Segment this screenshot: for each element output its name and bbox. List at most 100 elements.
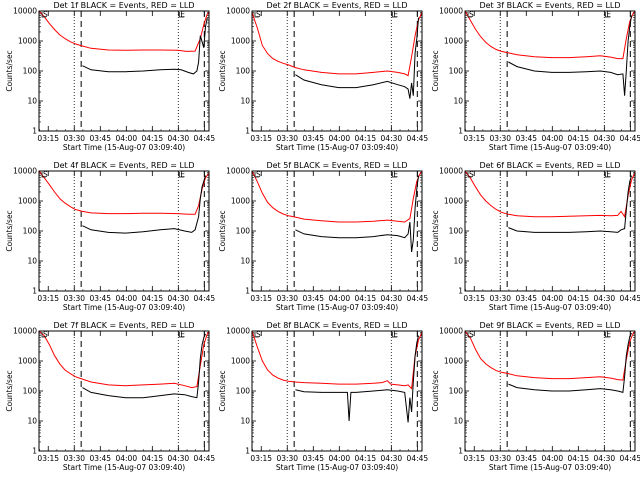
panel-title: Det 4f BLACK = Events, RED = LLD xyxy=(53,161,194,170)
y-tick-label: 1000 xyxy=(231,197,250,206)
events-series-line xyxy=(295,335,419,423)
x-axis-label: Start Time (15-Aug-07 03:09:40) xyxy=(489,463,611,472)
x-tick-label: 04:15 xyxy=(568,454,590,463)
end-corner-mark xyxy=(391,12,398,18)
x-tick-label: 04:00 xyxy=(115,134,137,143)
plot-frame xyxy=(464,170,636,292)
y-tick-label: 1000 xyxy=(444,357,463,366)
x-tick-label: 03:15 xyxy=(250,294,272,303)
detector-panel-6: Det 6f BLACK = Events, RED = LLD Counts/s… xyxy=(431,161,640,312)
x-tick-label: 04:00 xyxy=(541,454,563,463)
lld-series-line xyxy=(465,11,635,60)
y-tick-label: 100 xyxy=(236,227,251,236)
x-tick-label: 03:45 xyxy=(302,294,324,303)
x-tick-label: 04:45 xyxy=(194,454,216,463)
y-tick-label: 1 xyxy=(32,447,37,456)
x-tick-label: 04:30 xyxy=(381,134,403,143)
y-tick-label: 1000 xyxy=(18,197,37,206)
y-tick-label: 100 xyxy=(23,387,38,396)
x-tick-label: 04:15 xyxy=(142,454,164,463)
lld-series-line xyxy=(252,12,422,77)
x-tick-label: 04:30 xyxy=(168,454,190,463)
x-tick-label: 04:00 xyxy=(328,134,350,143)
y-tick-label: 10 xyxy=(27,257,37,266)
x-tick-label: 04:45 xyxy=(407,454,429,463)
lld-series-line xyxy=(465,331,635,381)
y-axis-label: Counts/sec xyxy=(431,50,440,91)
x-tick-label: 03:45 xyxy=(89,294,111,303)
plot-frame xyxy=(251,330,423,452)
x-tick-label: 03:45 xyxy=(89,134,111,143)
detector-panel-1: Det 1f BLACK = Events, RED = LLD Counts/s… xyxy=(5,1,215,152)
y-tick-label: 10 xyxy=(453,97,463,106)
y-tick-label: 1 xyxy=(458,287,463,296)
end-mark-label: E xyxy=(393,10,398,19)
lld-series-line xyxy=(252,171,422,223)
y-tick-label: 10 xyxy=(27,97,37,106)
start-corner-mark xyxy=(254,172,259,178)
x-tick-label: 03:30 xyxy=(489,134,511,143)
x-tick-label: 03:15 xyxy=(37,134,59,143)
events-series-line xyxy=(295,17,419,99)
x-tick-label: 04:00 xyxy=(328,294,350,303)
y-tick-label: 100 xyxy=(236,387,251,396)
x-tick-label: 04:30 xyxy=(381,454,403,463)
x-tick-label: 04:15 xyxy=(355,134,377,143)
end-corner-mark xyxy=(391,332,398,338)
x-tick-label: 03:15 xyxy=(250,454,272,463)
x-tick-label: 04:15 xyxy=(142,134,164,143)
start-mark-label: S xyxy=(256,330,261,339)
end-mark-label: E xyxy=(393,170,398,179)
start-corner-mark xyxy=(467,172,472,178)
panel-title: Det 3f BLACK = Events, RED = LLD xyxy=(479,1,620,10)
x-tick-label: 04:00 xyxy=(541,294,563,303)
y-axis-label: Counts/sec xyxy=(5,210,14,251)
y-tick-label: 1 xyxy=(245,127,250,136)
x-tick-label: 03:30 xyxy=(276,454,298,463)
y-axis-label: Counts/sec xyxy=(431,370,440,411)
x-tick-label: 03:45 xyxy=(515,454,537,463)
start-mark-label: S xyxy=(256,10,261,19)
y-tick-label: 1000 xyxy=(444,197,463,206)
events-series-line xyxy=(82,17,208,75)
y-tick-label: 10000 xyxy=(13,167,37,176)
y-tick-label: 100 xyxy=(236,67,251,76)
y-tick-label: 100 xyxy=(23,67,38,76)
x-tick-label: 04:00 xyxy=(328,454,350,463)
x-tick-label: 03:15 xyxy=(463,134,485,143)
end-corner-mark xyxy=(604,172,611,178)
x-tick-label: 04:30 xyxy=(168,134,190,143)
x-tick-label: 04:00 xyxy=(541,134,563,143)
x-tick-label: 03:15 xyxy=(463,294,485,303)
y-tick-label: 1000 xyxy=(231,37,250,46)
detector-panel-3: Det 3f BLACK = Events, RED = LLD Counts/s… xyxy=(431,1,640,152)
y-tick-label: 10 xyxy=(240,417,250,426)
start-mark-label: S xyxy=(43,10,48,19)
y-axis-label: Counts/sec xyxy=(5,50,14,91)
detector-panel-8: Det 8f BLACK = Events, RED = LLD Counts/s… xyxy=(218,321,428,472)
x-tick-label: 03:30 xyxy=(63,294,85,303)
y-tick-label: 10000 xyxy=(439,327,463,336)
detector-panel-7: Det 7f BLACK = Events, RED = LLD Counts/s… xyxy=(5,321,215,472)
x-tick-label: 04:30 xyxy=(594,294,616,303)
y-tick-label: 10000 xyxy=(226,327,250,336)
x-tick-label: 04:00 xyxy=(115,294,137,303)
x-tick-label: 03:15 xyxy=(250,134,272,143)
events-series-line xyxy=(508,332,632,394)
y-tick-label: 10 xyxy=(453,417,463,426)
lld-series-line xyxy=(39,11,209,52)
y-tick-label: 1 xyxy=(245,447,250,456)
y-tick-label: 100 xyxy=(23,227,38,236)
plot-frame xyxy=(38,330,210,452)
x-tick-label: 04:30 xyxy=(594,134,616,143)
x-tick-label: 04:45 xyxy=(194,294,216,303)
x-axis-label: Start Time (15-Aug-07 03:09:40) xyxy=(489,303,611,312)
detector-panel-9: Det 9f BLACK = Events, RED = LLD Counts/s… xyxy=(431,321,640,472)
y-tick-label: 1000 xyxy=(18,357,37,366)
lld-series-line xyxy=(252,331,422,390)
start-corner-mark xyxy=(467,12,472,18)
x-tick-label: 03:30 xyxy=(276,134,298,143)
end-corner-mark xyxy=(178,332,185,338)
end-corner-mark xyxy=(178,172,185,178)
